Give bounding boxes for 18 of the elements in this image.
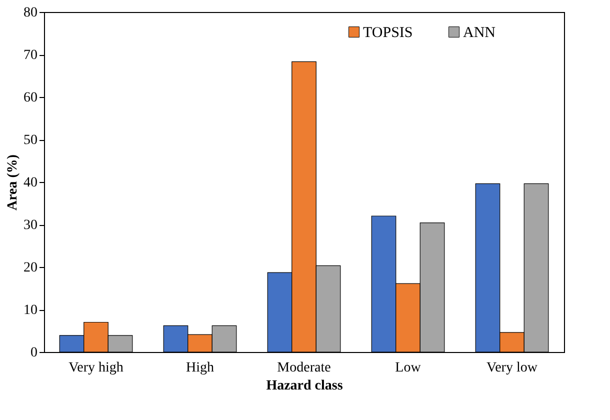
y-tick-label: 80 <box>24 6 38 20</box>
x-tick-label: Moderate <box>277 360 331 376</box>
legend-label: ANN <box>463 25 496 41</box>
x-axis-title: Hazard class <box>266 378 344 394</box>
x-tick-label: Very low <box>486 360 538 376</box>
x-tick-label: High <box>186 360 214 376</box>
y-tick-label: 20 <box>24 260 38 276</box>
y-tick-label: 60 <box>24 90 38 106</box>
y-tick-label: 70 <box>24 48 38 63</box>
x-tick-label: Very high <box>68 360 124 376</box>
y-tick-label: 40 <box>24 176 38 190</box>
y-tick-label: 0 <box>30 346 38 360</box>
x-tick-label: Low <box>395 360 422 376</box>
legend-label: TOPSIS <box>363 25 413 41</box>
y-tick-label: 10 <box>24 303 38 318</box>
y-tick-label: 30 <box>24 218 38 233</box>
y-axis-title: Area (%) <box>6 154 20 211</box>
y-tick-label: 50 <box>24 133 38 148</box>
